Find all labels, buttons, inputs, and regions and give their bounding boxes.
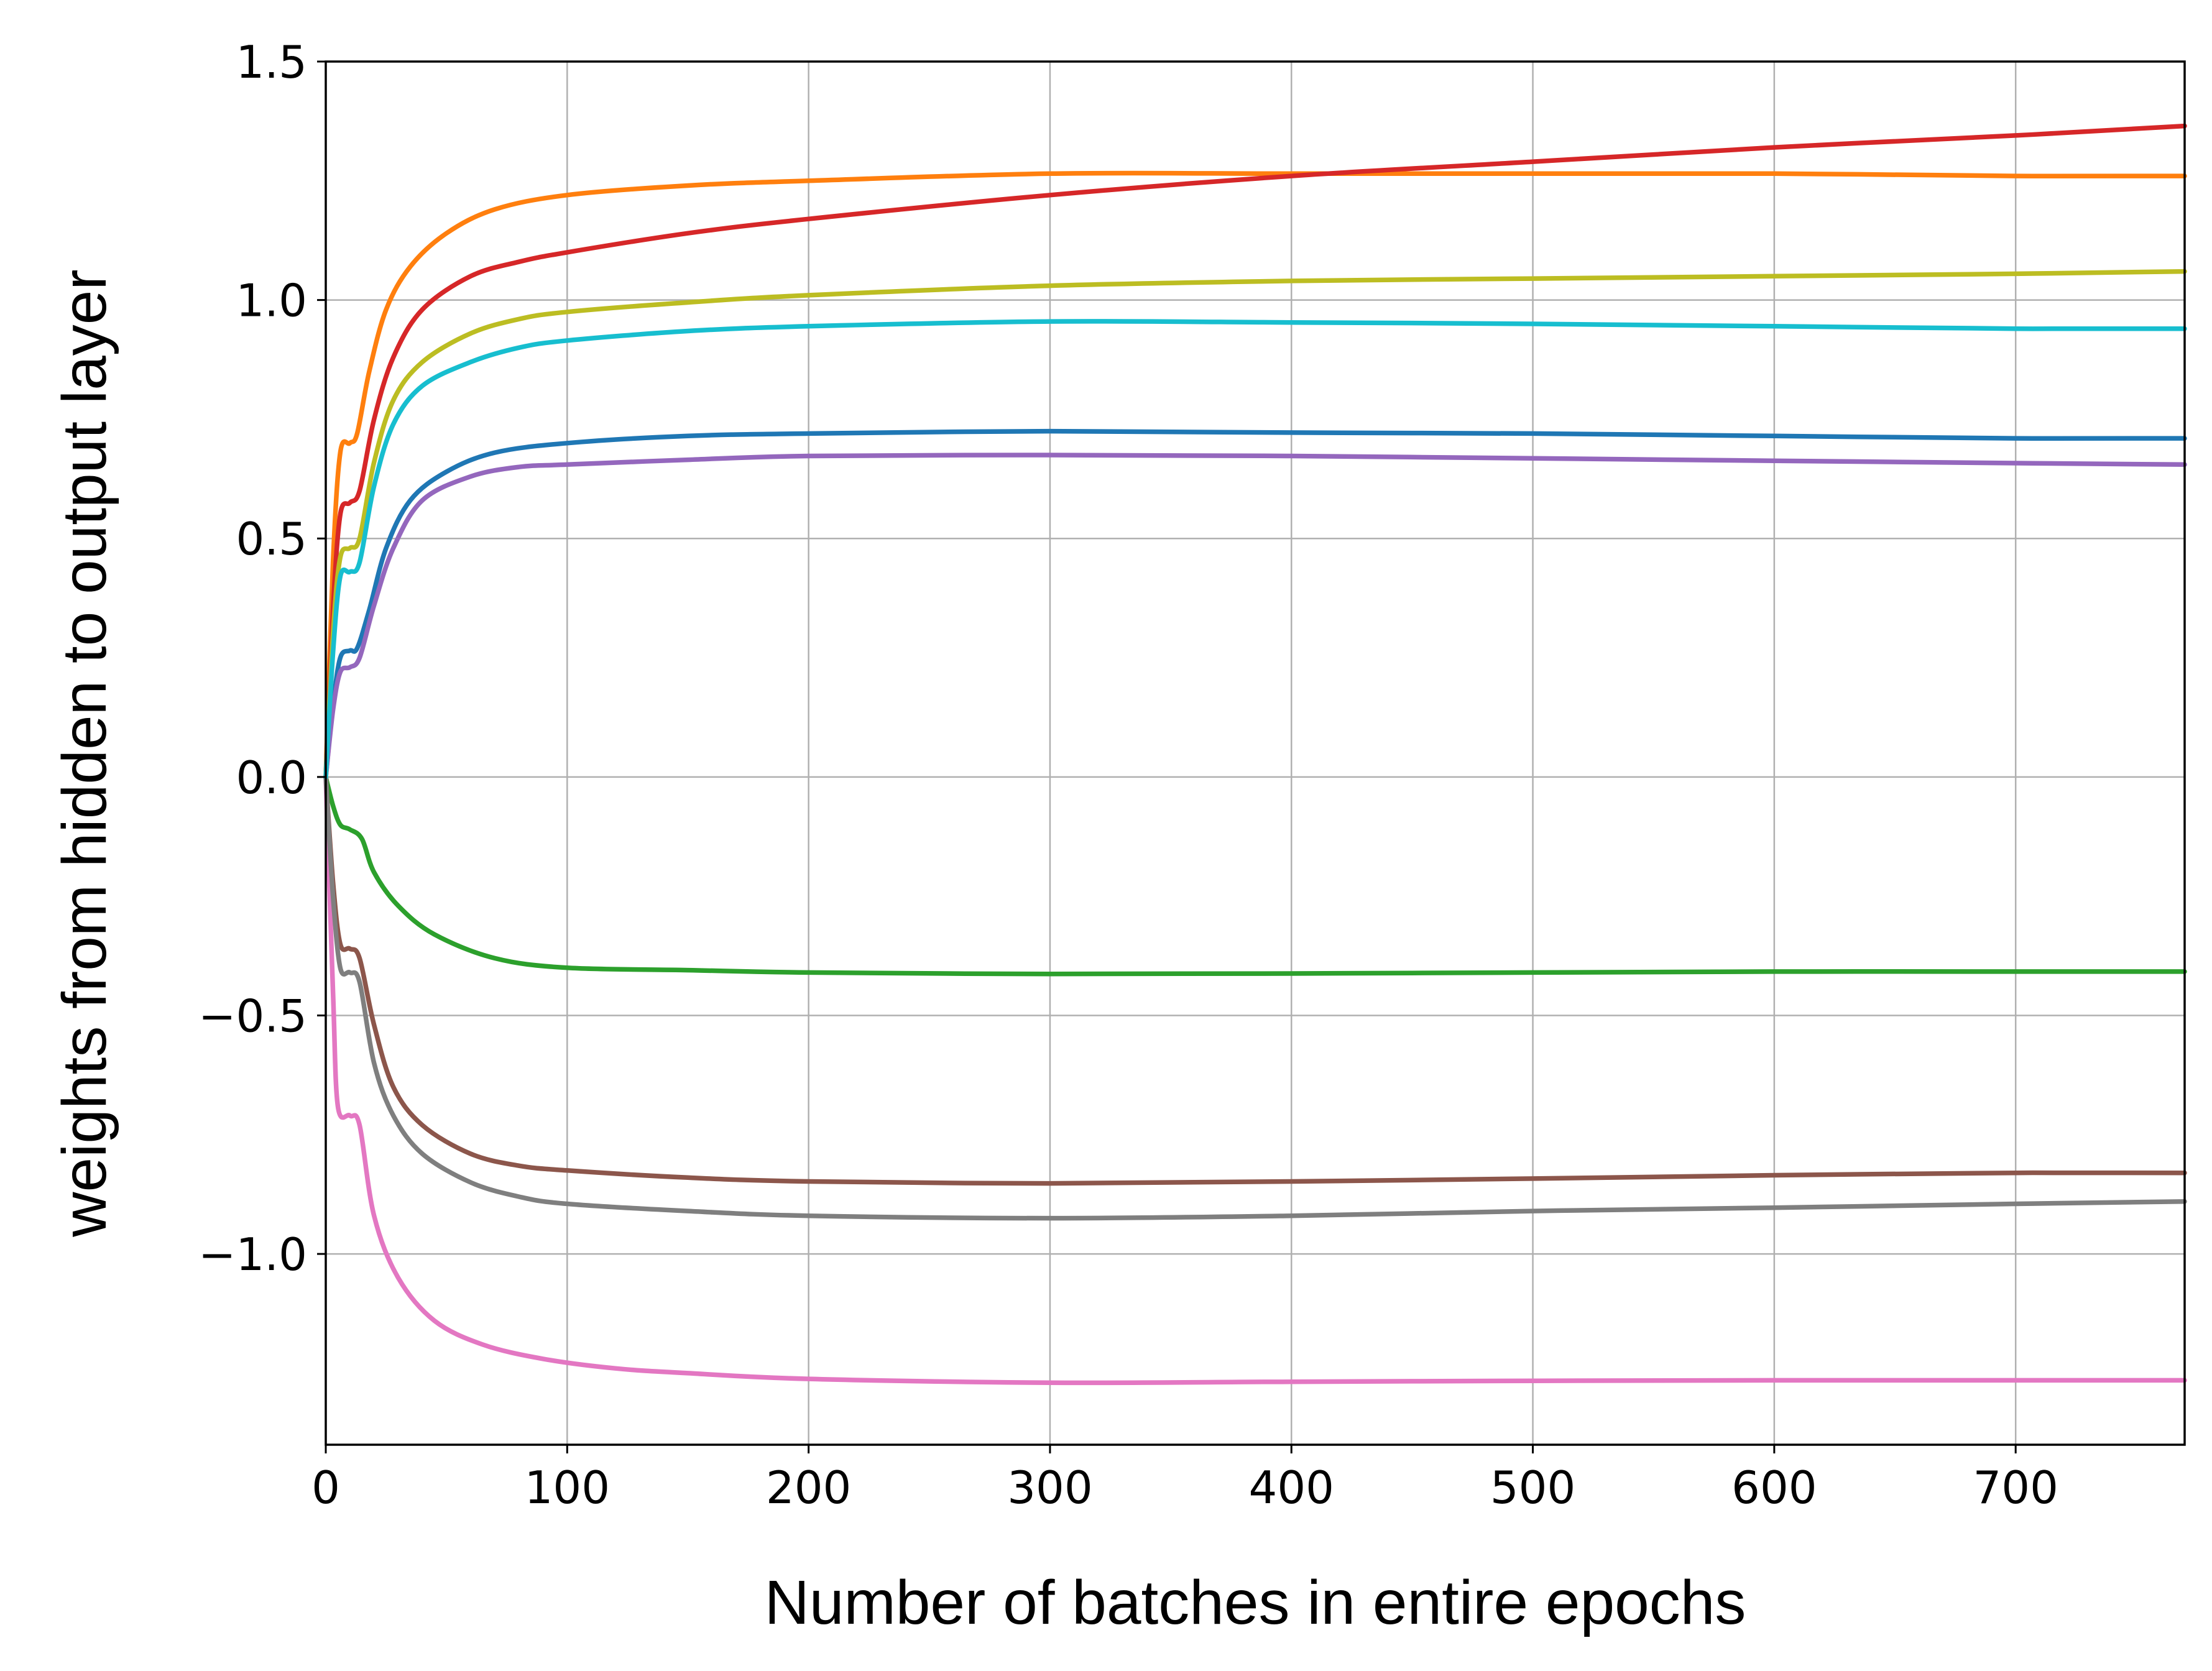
series-line-7 (323, 775, 2187, 1386)
y-tick-label: 0.0 (236, 752, 307, 804)
x-tick-label: 100 (525, 1462, 610, 1514)
series-line-6 (323, 775, 2187, 1186)
x-tick-label: 200 (766, 1462, 851, 1514)
series-line-4 (323, 123, 2187, 780)
series-line-5 (323, 453, 2187, 780)
y-tick-label: 1.5 (236, 36, 307, 88)
x-tick-label: 500 (1490, 1462, 1575, 1514)
series-line-2 (323, 170, 2187, 780)
y-tick-label: 0.5 (236, 513, 307, 565)
x-tick-label: 300 (1007, 1462, 1092, 1514)
series-line-3 (323, 775, 2187, 977)
x-tick-label: 0 (311, 1462, 340, 1514)
series-line-9 (323, 269, 2187, 780)
x-tick-label: 600 (1731, 1462, 1817, 1514)
plot-frame (325, 60, 2186, 1446)
series-line-10 (323, 319, 2187, 780)
y-tick-label: −1.0 (198, 1228, 307, 1281)
y-axis-label: weights from hidden to output layer (50, 269, 119, 1237)
x-axis-label: Number of batches in entire epochs (765, 1568, 1746, 1637)
series-line-8 (323, 775, 2187, 1221)
series-line-1 (323, 428, 2187, 780)
x-tick-label: 700 (1973, 1462, 2058, 1514)
y-tick-label: −0.5 (198, 990, 307, 1042)
y-tick-label: 1.0 (236, 275, 307, 327)
axis-ticks: 0 100 200 300 400 500 600 700 1.5 1.0 0.5 0.0 −0.5 −1… (198, 36, 2058, 1514)
series-lines (323, 123, 2187, 1386)
x-tick-label: 400 (1249, 1462, 1334, 1514)
